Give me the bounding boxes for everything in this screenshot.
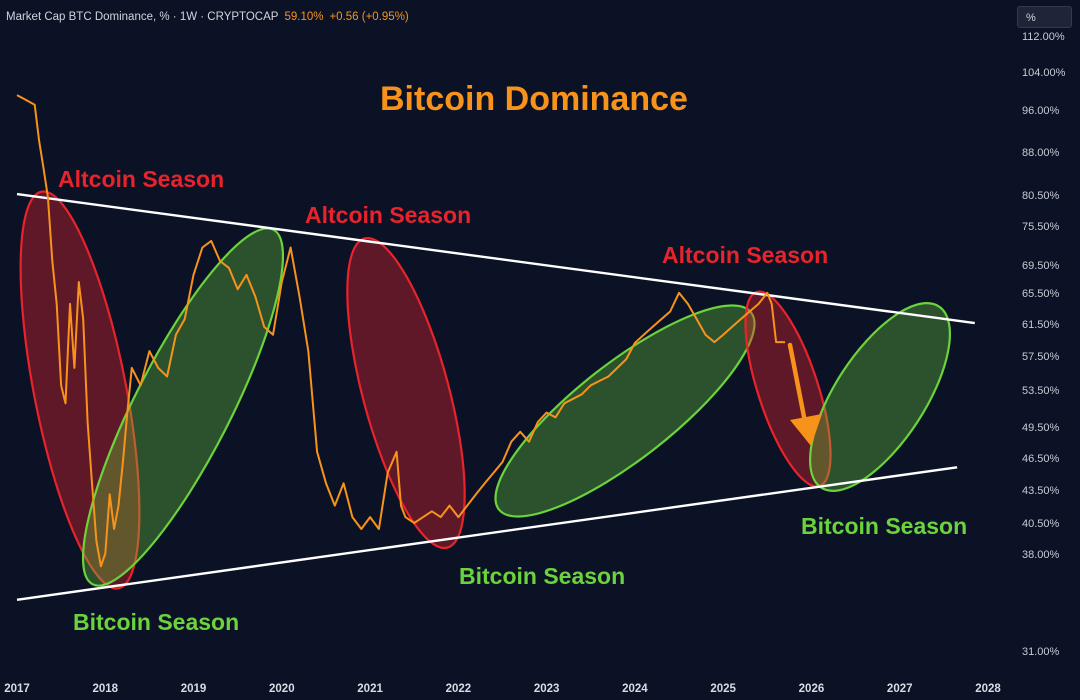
- y-tick-label-18: 31.00%: [1022, 646, 1060, 658]
- y-tick-label-2: 96.00%: [1022, 105, 1060, 117]
- projection-arrow: [787, 342, 822, 446]
- series-line-0: [16, 94, 785, 568]
- bitcoin-season-label-2: Bitcoin Season: [459, 563, 626, 589]
- x-axis: 2017 2018 2019 2020 2021 2022 2023 2024 2025 2026…: [4, 683, 1001, 695]
- x-tick-label-6: 2023: [534, 683, 560, 695]
- altcoin-season-label-1: Altcoin Season: [58, 166, 225, 192]
- symbol-label[interactable]: Market Cap BTC Dominance, % · 1W · CRYPT…: [6, 11, 279, 23]
- y-tick-label-9: 57.50%: [1022, 351, 1060, 363]
- change-value: +0.56 (+0.95%): [329, 11, 409, 23]
- y-tick-label-8: 61.50%: [1022, 319, 1060, 331]
- y-tick-label-0: 112.00%: [1022, 31, 1065, 43]
- altcoin-season-ellipse-1: [19, 190, 141, 590]
- projection-arrow-head: [790, 414, 822, 446]
- x-tick-label-4: 2021: [357, 683, 383, 695]
- x-tick-label-1: 2018: [92, 683, 118, 695]
- series-line-group: [16, 94, 785, 568]
- altcoin-season-label-3: Altcoin Season: [662, 242, 829, 268]
- x-tick-label-5: 2022: [446, 683, 472, 695]
- x-tick-label-8: 2025: [710, 683, 736, 695]
- percent-scale-button[interactable]: %: [1017, 6, 1072, 28]
- bitcoin-season-label-1: Bitcoin Season: [73, 609, 240, 635]
- y-tick-label-12: 46.50%: [1022, 453, 1060, 465]
- x-tick-label-0: 2017: [4, 683, 30, 695]
- season-ellipses: [19, 190, 951, 590]
- altcoin-season-ellipse-2: [346, 236, 466, 550]
- y-tick-label-7: 65.50%: [1022, 288, 1060, 300]
- x-tick-label-2: 2019: [181, 683, 207, 695]
- y-tick-label-10: 53.50%: [1022, 385, 1060, 397]
- chart-title: Bitcoin Dominance: [380, 80, 688, 118]
- trendline-lower: [16, 466, 958, 601]
- bitcoin-season-ellipse-2: [494, 304, 756, 518]
- y-tick-label-1: 104.00%: [1022, 67, 1066, 79]
- y-tick-label-6: 69.50%: [1022, 260, 1060, 272]
- y-tick-label-14: 40.50%: [1022, 518, 1060, 530]
- x-tick-label-11: 2028: [975, 683, 1001, 695]
- y-axis: 112.00% 104.00% 96.00% 88.00% 80.50% 75.50% 69…: [1022, 31, 1066, 658]
- bitcoin-season-label-3: Bitcoin Season: [801, 513, 968, 539]
- y-tick-label-15: 38.00%: [1022, 549, 1060, 561]
- y-tick-label-3: 88.00%: [1022, 147, 1060, 159]
- x-tick-label-7: 2024: [622, 683, 648, 695]
- altcoin-season-label-2: Altcoin Season: [305, 202, 472, 228]
- y-tick-label-11: 49.50%: [1022, 422, 1060, 434]
- x-tick-label-3: 2020: [269, 683, 295, 695]
- y-tick-label-13: 43.50%: [1022, 485, 1060, 497]
- chart-header: Market Cap BTC Dominance, % · 1W · CRYPT…: [6, 11, 409, 23]
- x-tick-label-10: 2027: [887, 683, 913, 695]
- x-tick-label-9: 2026: [799, 683, 825, 695]
- projection-arrow-shaft: [787, 342, 808, 425]
- last-value: 59.10%: [284, 11, 324, 23]
- y-tick-label-4: 80.50%: [1022, 190, 1060, 202]
- trendlines: [16, 192, 975, 601]
- y-tick-label-5: 75.50%: [1022, 221, 1060, 233]
- trendline-upper: [16, 192, 975, 325]
